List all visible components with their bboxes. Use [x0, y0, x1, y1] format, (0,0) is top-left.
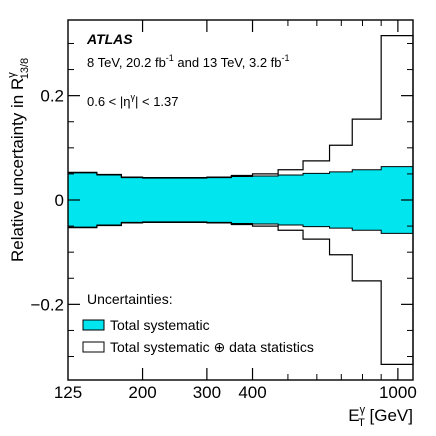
x-tick-label: 200 [128, 383, 156, 402]
y-axis-title-sup: γ [6, 72, 18, 78]
legend-swatch-total [82, 341, 105, 353]
systematic-band [67, 166, 414, 234]
x-tick-label: 1000 [379, 383, 417, 402]
x-axis-title-sub: T [358, 417, 365, 429]
y-axis-title-main: Relative uncertainty in R [8, 78, 27, 262]
legend-label-systematic: Total systematic [110, 317, 210, 333]
y-tick-label: 0 [55, 191, 64, 210]
x-tick-label: 400 [238, 383, 266, 402]
x-tick-label: 125 [54, 383, 82, 402]
y-tick-label: 0.2 [40, 87, 64, 106]
y-axis-title: Relative uncertainty in Rγ13/8 [6, 58, 31, 262]
energy-lumi-sup-1: -1 [166, 53, 174, 63]
legend-label-total: Total systematic ⊕ data statistics [110, 339, 314, 355]
x-axis-title-main: E [348, 406, 359, 425]
energy-lumi-sup-2: -1 [282, 53, 290, 63]
atlas-label: ATLAS [86, 31, 133, 47]
x-tick-label: 300 [193, 383, 221, 402]
ticks-layer: −0.2 0 0.2 125 200 300 400 1000 [30, 20, 417, 402]
x-axis-title: Eγ T [GeV] [348, 404, 413, 429]
legend-swatch-systematic [82, 319, 105, 331]
eta-range-part-2: | < 1.37 [135, 94, 179, 109]
x-axis-title-sup: γ [360, 404, 366, 416]
eta-range-part-1: 0.6 < |η [87, 94, 131, 109]
legend-title: Uncertainties: [87, 291, 173, 307]
energy-lumi-part-2: and 13 TeV, 3.2 fb [174, 55, 282, 70]
x-axis-title-unit: [GeV] [365, 406, 413, 425]
y-tick-label: −0.2 [30, 295, 64, 314]
eta-range-label: 0.6 < |ηγ| < 1.37 [87, 92, 179, 109]
series-layer [67, 35, 414, 365]
total-uncertainty-lower-line [68, 200, 414, 365]
y-axis-title-sub: 13/8 [19, 58, 31, 79]
energy-lumi-part-1: 8 TeV, 20.2 fb [87, 55, 166, 70]
total-uncertainty-upper-line [68, 35, 414, 200]
eta-range-sup: γ [131, 92, 136, 102]
energy-lumi-label: 8 TeV, 20.2 fb-1 and 13 TeV, 3.2 fb-1 [87, 53, 290, 70]
plot-frame [67, 19, 414, 381]
